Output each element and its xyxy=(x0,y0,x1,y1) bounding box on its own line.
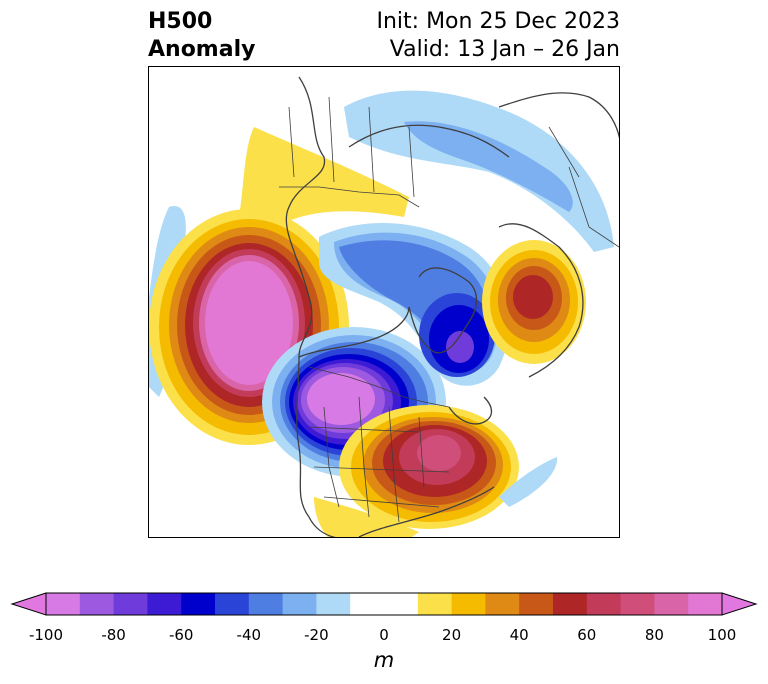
colorbar-cell xyxy=(586,593,622,615)
colorbar-cell xyxy=(451,593,486,615)
positive-anomaly-atlantic-core xyxy=(513,275,553,319)
political-boundaries xyxy=(279,96,619,523)
colorbar-tick-label: 20 xyxy=(442,626,462,644)
colorbar-tick-label: -80 xyxy=(101,626,126,644)
colorbar-cell xyxy=(519,593,554,615)
colorbar-cell xyxy=(654,593,689,615)
positive-anomaly-pacific-core xyxy=(205,261,293,385)
colorbar-tick-label: 60 xyxy=(577,626,597,644)
negative-anomaly-atlantic-streak xyxy=(499,457,558,507)
positive-anomaly-mexico-band xyxy=(314,497,419,537)
colorbar-cell xyxy=(485,593,520,615)
colorbar-cell xyxy=(248,593,284,615)
colorbar-cell xyxy=(620,593,655,615)
colorbar-unit-label: m xyxy=(373,648,395,672)
title-line-1: H500 xyxy=(148,9,213,34)
colorbar-cell xyxy=(147,593,182,615)
colorbar-tick-label: -20 xyxy=(304,626,329,644)
colorbar-over-extension xyxy=(721,592,758,616)
negative-anomaly-west-us-core xyxy=(307,373,375,425)
colorbar-tick-label: -40 xyxy=(236,626,262,644)
colorbar xyxy=(10,592,758,616)
colorbar-cells xyxy=(46,593,723,615)
map-subtitle: Init: Mon 25 Dec 2023 Valid: 13 Jan – 26… xyxy=(377,8,621,64)
colorbar-tick-label: 100 xyxy=(707,626,737,644)
title-line-2: Anomaly xyxy=(148,37,256,62)
colorbar-cell xyxy=(417,593,453,615)
colorbar-tick-label: 40 xyxy=(509,626,529,644)
colorbar-cell xyxy=(350,593,385,615)
positive-anomaly-southeast-us-core xyxy=(417,435,461,471)
negative-anomaly-hudson-core xyxy=(446,331,474,363)
colorbar-cell xyxy=(282,593,317,615)
colorbar-cell xyxy=(181,593,216,615)
colorbar-cell xyxy=(688,593,723,615)
colorbar-tick-label: 80 xyxy=(644,626,664,644)
colorbar-under-extension xyxy=(10,592,47,616)
negative-anomaly-arctic-core xyxy=(404,121,573,212)
colorbar-tick-label: -100 xyxy=(28,626,64,644)
colorbar-tick-label: 0 xyxy=(379,626,389,644)
colorbar-cell xyxy=(384,593,419,615)
colorbar-cell xyxy=(113,593,148,615)
anomaly-map-svg xyxy=(149,76,619,537)
anomaly-map xyxy=(148,66,620,538)
colorbar-cell xyxy=(553,593,588,615)
colorbar-tick-label: -60 xyxy=(168,626,194,644)
init-date: Init: Mon 25 Dec 2023 xyxy=(376,9,621,34)
colorbar-cell xyxy=(79,593,115,615)
colorbar-cell xyxy=(316,593,351,615)
colorbar-frame xyxy=(45,592,723,616)
valid-range: Valid: 13 Jan – 26 Jan xyxy=(389,37,620,62)
colorbar-cell xyxy=(46,593,81,615)
map-title: H500 Anomaly xyxy=(148,8,255,64)
colorbar-cell xyxy=(215,593,250,615)
coastlines xyxy=(285,76,619,537)
